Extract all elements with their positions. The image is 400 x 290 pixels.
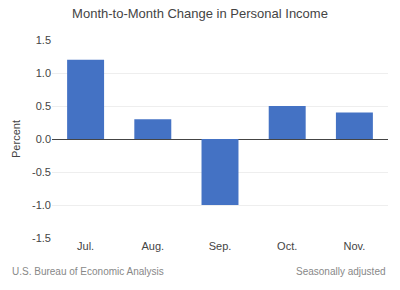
svg-text:-1.5: -1.5 [32, 232, 51, 244]
svg-text:Month-to-Month Change in Perso: Month-to-Month Change in Personal Income [72, 6, 328, 21]
svg-text:Jul.: Jul. [77, 240, 94, 252]
svg-text:Seasonally adjusted: Seasonally adjusted [296, 266, 386, 277]
svg-text:-1.0: -1.0 [32, 199, 51, 211]
svg-text:0.5: 0.5 [36, 100, 51, 112]
svg-text:Sep.: Sep. [209, 240, 232, 252]
svg-text:U.S. Bureau of Economic Analys: U.S. Bureau of Economic Analysis [12, 266, 164, 277]
svg-text:Oct.: Oct. [277, 240, 297, 252]
svg-text:Aug.: Aug. [141, 240, 164, 252]
svg-text:Nov.: Nov. [343, 240, 365, 252]
svg-text:1.0: 1.0 [36, 67, 51, 79]
svg-text:Percent: Percent [10, 120, 22, 158]
svg-text:-0.5: -0.5 [32, 166, 51, 178]
svg-text:1.5: 1.5 [36, 34, 51, 46]
svg-text:0.0: 0.0 [36, 133, 51, 145]
